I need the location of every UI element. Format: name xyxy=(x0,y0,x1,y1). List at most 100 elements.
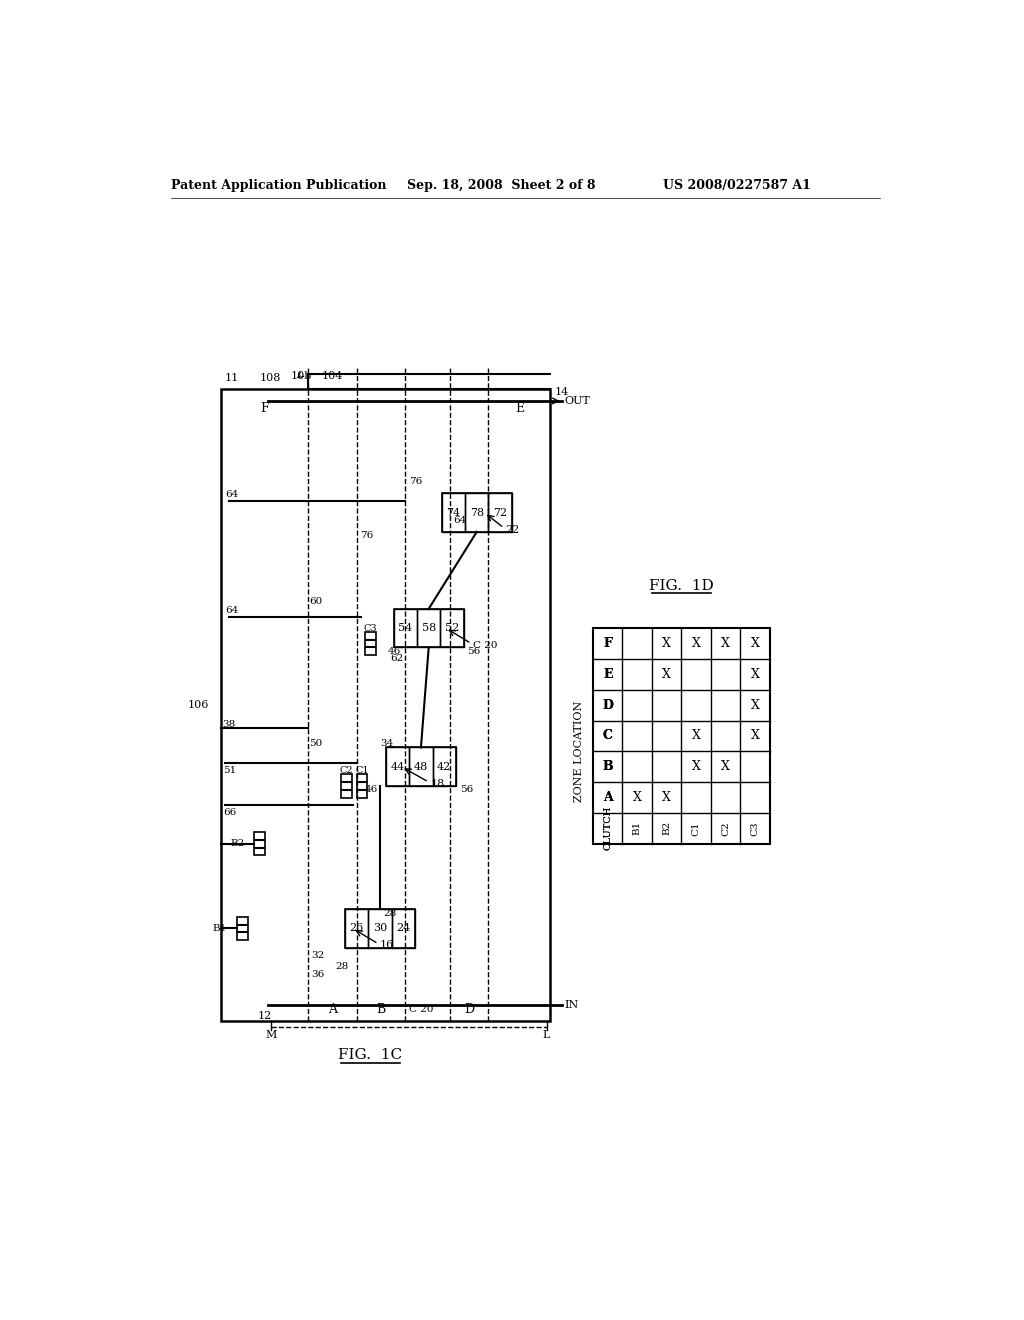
Text: 34: 34 xyxy=(380,739,393,748)
Text: 26: 26 xyxy=(349,924,364,933)
Text: OUT: OUT xyxy=(564,396,590,407)
Text: Patent Application Publication: Patent Application Publication xyxy=(171,178,386,191)
Text: C1: C1 xyxy=(355,766,369,775)
Text: FIG.  1C: FIG. 1C xyxy=(338,1048,402,1063)
Text: 12: 12 xyxy=(258,1011,272,1022)
Bar xyxy=(221,389,550,1020)
Text: 46: 46 xyxy=(365,785,378,795)
Text: 32: 32 xyxy=(311,950,325,960)
Text: B: B xyxy=(602,760,613,774)
Text: 54: 54 xyxy=(398,623,413,634)
Bar xyxy=(366,632,376,655)
Text: 44: 44 xyxy=(390,762,404,772)
Text: X: X xyxy=(751,638,760,649)
Text: CLUTCH: CLUTCH xyxy=(603,807,612,850)
Text: 46: 46 xyxy=(388,647,400,656)
Text: X: X xyxy=(663,791,671,804)
Text: 106: 106 xyxy=(187,700,209,710)
Text: 48: 48 xyxy=(414,762,428,772)
Text: B1: B1 xyxy=(213,924,227,933)
Bar xyxy=(465,494,488,532)
Text: 38: 38 xyxy=(222,719,236,729)
Text: X: X xyxy=(691,760,700,774)
Text: E: E xyxy=(603,668,612,681)
Text: F: F xyxy=(260,403,268,416)
Text: 76: 76 xyxy=(360,531,374,540)
Text: 64: 64 xyxy=(225,491,239,499)
Text: L: L xyxy=(543,1030,550,1040)
Bar xyxy=(386,747,456,785)
Text: 22: 22 xyxy=(506,524,519,535)
Bar xyxy=(432,747,456,785)
Text: 28: 28 xyxy=(335,962,348,972)
Text: 78: 78 xyxy=(470,508,483,517)
Text: 24: 24 xyxy=(396,924,411,933)
Bar xyxy=(442,494,465,532)
Text: X: X xyxy=(663,668,671,681)
Text: 56: 56 xyxy=(467,647,480,656)
Text: X: X xyxy=(691,638,700,649)
Text: 11: 11 xyxy=(225,372,240,383)
Text: IN: IN xyxy=(564,1001,579,1010)
Bar xyxy=(391,909,415,948)
Text: 104: 104 xyxy=(322,371,343,380)
Text: FIG.  1D: FIG. 1D xyxy=(649,578,714,593)
Text: 50: 50 xyxy=(309,739,323,748)
Text: 36: 36 xyxy=(311,970,325,979)
Text: 18: 18 xyxy=(430,779,444,788)
Bar xyxy=(410,747,432,785)
Text: 42: 42 xyxy=(437,762,452,772)
Text: C 20: C 20 xyxy=(473,640,498,649)
Bar xyxy=(593,628,770,843)
Text: 28: 28 xyxy=(384,908,397,917)
Text: E: E xyxy=(603,668,612,681)
Text: 72: 72 xyxy=(493,508,507,517)
Text: F: F xyxy=(603,638,612,649)
Text: 16: 16 xyxy=(380,940,394,950)
Text: C1: C1 xyxy=(691,821,700,836)
Text: 56: 56 xyxy=(460,785,473,795)
Text: 51: 51 xyxy=(223,766,237,775)
Bar xyxy=(386,747,410,785)
Text: X: X xyxy=(663,638,671,649)
Text: 64: 64 xyxy=(454,516,467,525)
Text: X: X xyxy=(691,730,700,742)
Text: M: M xyxy=(265,1030,278,1040)
Bar xyxy=(442,494,512,532)
Text: A: A xyxy=(603,791,612,804)
Text: 10b: 10b xyxy=(291,371,312,380)
Text: A: A xyxy=(328,1003,337,1016)
Bar xyxy=(488,494,512,532)
Text: X: X xyxy=(721,760,730,774)
Text: 52: 52 xyxy=(444,623,459,634)
Text: C3: C3 xyxy=(751,821,760,836)
Text: B: B xyxy=(377,1003,386,1016)
Text: X: X xyxy=(721,638,730,649)
Text: 30: 30 xyxy=(373,924,387,933)
Bar xyxy=(417,609,440,647)
Text: C3: C3 xyxy=(364,623,378,632)
Bar xyxy=(394,609,417,647)
Text: ZONE LOCATION: ZONE LOCATION xyxy=(574,701,584,803)
Text: B: B xyxy=(602,760,613,774)
Bar xyxy=(254,832,265,855)
Text: 58: 58 xyxy=(422,623,436,634)
Text: D: D xyxy=(602,698,613,711)
Text: X: X xyxy=(751,698,760,711)
Text: X: X xyxy=(751,730,760,742)
Text: A: A xyxy=(603,791,612,804)
Text: E: E xyxy=(515,403,524,416)
Text: US 2008/0227587 A1: US 2008/0227587 A1 xyxy=(663,178,811,191)
Text: 74: 74 xyxy=(446,508,461,517)
Text: C 20: C 20 xyxy=(409,1005,433,1014)
Text: 76: 76 xyxy=(410,478,423,486)
Text: 14: 14 xyxy=(554,387,568,397)
Text: C: C xyxy=(603,730,612,742)
Bar xyxy=(238,917,248,940)
Text: C2: C2 xyxy=(340,766,353,775)
Bar xyxy=(394,609,464,647)
Text: 60: 60 xyxy=(309,597,323,606)
Text: X: X xyxy=(751,668,760,681)
Bar xyxy=(356,775,368,797)
Text: 66: 66 xyxy=(223,808,237,817)
